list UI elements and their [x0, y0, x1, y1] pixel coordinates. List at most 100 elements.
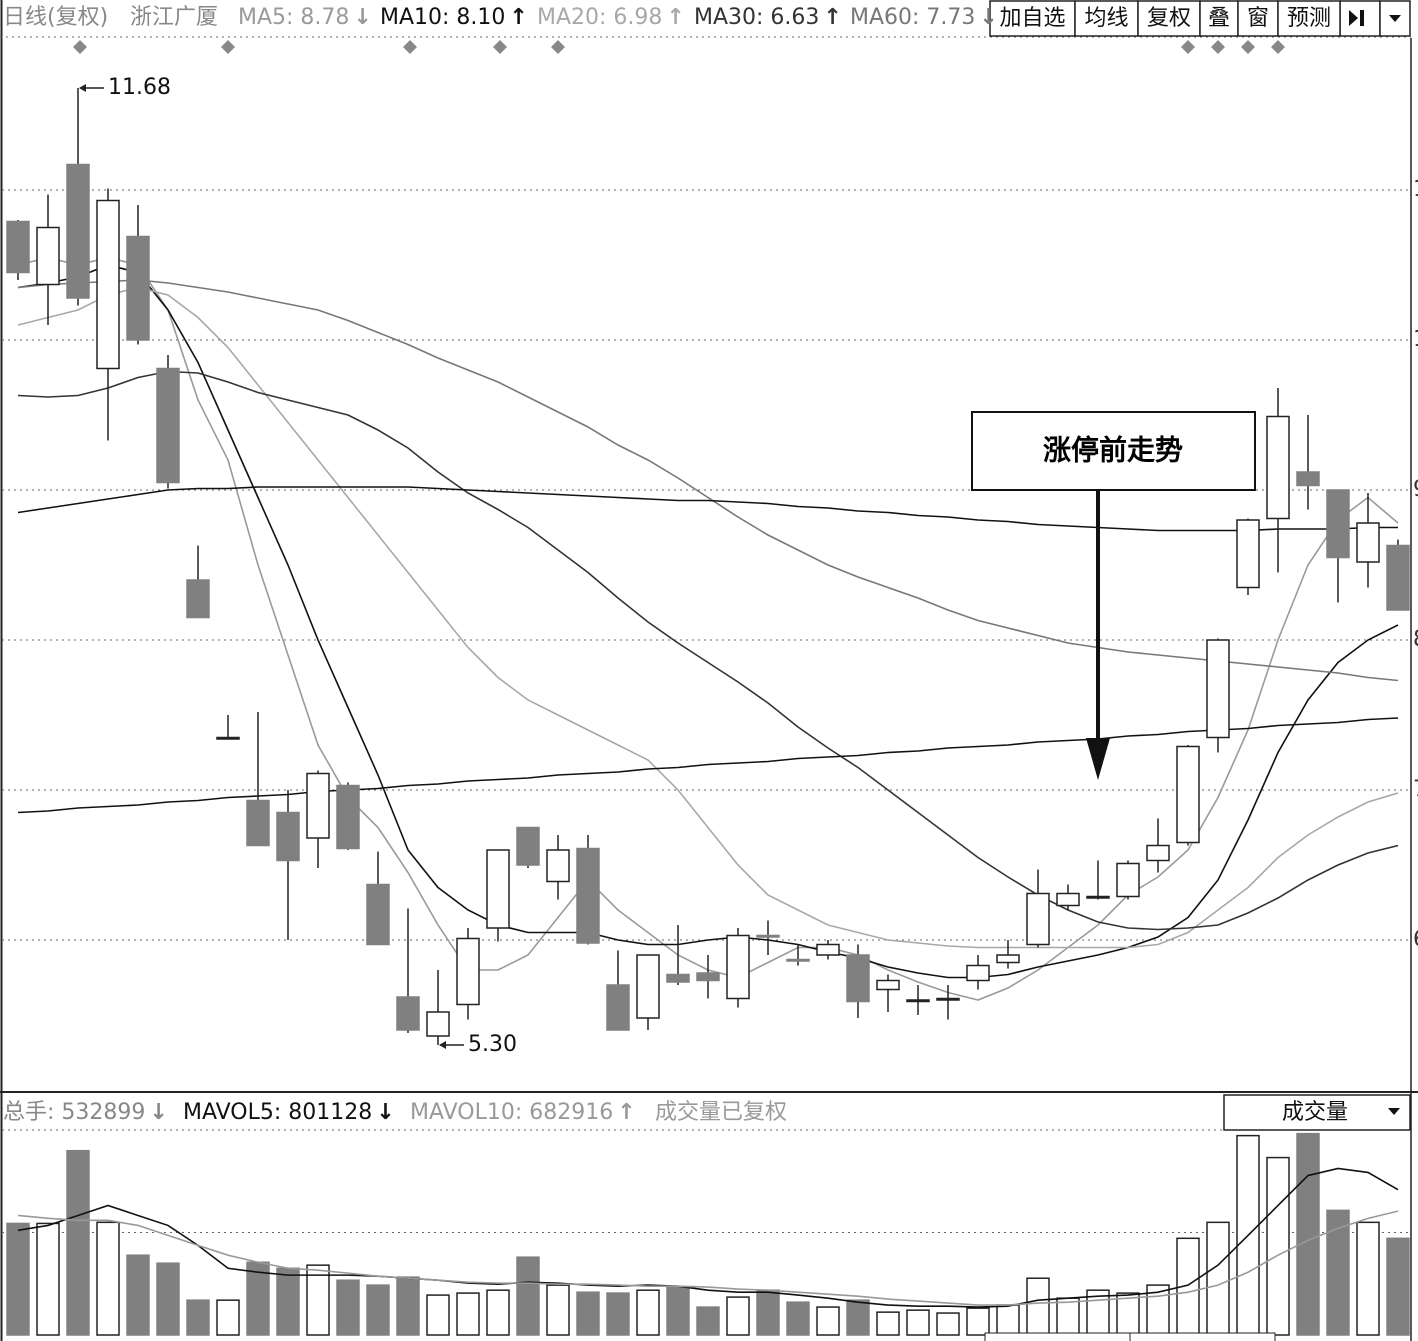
candle-body	[36, 226, 60, 286]
candle-body	[1176, 745, 1200, 844]
candle-body	[906, 999, 930, 1003]
candle-body	[816, 943, 840, 956]
candle-body	[1356, 522, 1380, 563]
candle-body	[426, 1011, 450, 1037]
annotation-box: 涨停前走势	[971, 411, 1256, 780]
selector-frame[interactable]	[1223, 1094, 1411, 1131]
volume-bar	[1026, 1277, 1050, 1336]
high-label-pointer-head	[79, 84, 86, 92]
volume-bar	[546, 1284, 570, 1336]
volume-bar	[816, 1306, 840, 1336]
candle-body	[1206, 639, 1230, 739]
period-label: 日线(复权)	[3, 5, 108, 30]
indicator-arrow: ↓	[353, 5, 371, 30]
indicator-arrow: ↑	[666, 5, 684, 30]
volume-note: 成交量已复权	[655, 1100, 787, 1125]
volume-bar	[876, 1311, 900, 1336]
annotation-frame	[971, 411, 1256, 491]
indicator-label: 总手: 532899	[3, 1100, 145, 1125]
toolbar-button[interactable]	[1199, 0, 1239, 37]
candle-body	[726, 934, 750, 1000]
indicator-arrow: ↑	[617, 1100, 635, 1125]
toolbar-button[interactable]	[1137, 0, 1201, 37]
volume-bar	[66, 1149, 90, 1336]
candle-body	[1086, 895, 1110, 899]
candle-body	[756, 934, 780, 938]
volume-bar	[156, 1262, 180, 1336]
indicator-label: MA10: 8.10	[380, 5, 505, 30]
candle-body	[786, 958, 810, 962]
candle-body	[306, 772, 330, 839]
candle-body	[366, 883, 390, 946]
y-tick-label: 9	[1413, 477, 1418, 502]
indicator-arrow: ↓	[376, 1100, 394, 1125]
volume-bar	[756, 1289, 780, 1336]
volume-bar	[36, 1222, 60, 1336]
selector-text: 成交量	[1282, 1100, 1348, 1125]
toolbar-button[interactable]	[1277, 0, 1341, 37]
y-tick-label: 7	[1413, 777, 1418, 802]
volume-bar	[1296, 1132, 1320, 1336]
volume-bar	[576, 1291, 600, 1336]
ma-line	[17, 1167, 1399, 1308]
volume-bar	[1266, 1156, 1290, 1336]
toolbar-button-label: 叠	[1208, 6, 1230, 31]
y-tick-label: 6	[1413, 927, 1418, 952]
volume-bar	[1386, 1237, 1410, 1336]
indicator-label: MA30: 6.63	[694, 5, 819, 30]
indicator-label: MA5: 8.78	[238, 5, 349, 30]
candle-body	[606, 984, 630, 1031]
volume-bar	[966, 1307, 990, 1336]
stock-name: 浙江广厦	[130, 5, 218, 30]
ma-line	[17, 286, 1399, 949]
candle-body	[846, 954, 870, 1003]
candle-body	[126, 235, 150, 341]
volume-bar	[1056, 1297, 1080, 1336]
candle-body	[576, 847, 600, 944]
volume-bar	[336, 1279, 360, 1336]
candle-body	[936, 997, 960, 1001]
volume-bar	[516, 1256, 540, 1336]
candle-body	[876, 979, 900, 991]
candle-body	[66, 163, 90, 299]
volume-bar	[186, 1299, 210, 1336]
indicator-arrow: ↑	[823, 5, 841, 30]
bottom-tab[interactable]	[1129, 1332, 1276, 1341]
candle-body	[1146, 844, 1170, 862]
menu-icon	[1389, 15, 1401, 22]
candle-body	[276, 811, 300, 862]
volume-bar	[846, 1299, 870, 1336]
ma-line	[17, 264, 1399, 979]
ma-line	[17, 1210, 1399, 1306]
toolbar-button[interactable]	[1074, 0, 1139, 37]
indicator-arrow: ↑	[509, 5, 527, 30]
candle-body	[666, 973, 690, 983]
candle-body	[186, 579, 210, 619]
volume-bar	[486, 1289, 510, 1336]
volume-selector[interactable]: 成交量	[1223, 1094, 1411, 1131]
volume-bar	[6, 1222, 30, 1336]
volume-bar	[1206, 1221, 1230, 1336]
indicator-label: MAVOL10: 682916	[410, 1100, 613, 1125]
toolbar-button-label: 均线	[1084, 6, 1128, 31]
plot: 6 7 8 9 10 11 11.68 5.30	[2, 75, 1418, 1336]
indicator-label: MAVOL5: 801128	[183, 1100, 372, 1125]
candle-body	[1056, 892, 1080, 907]
candle-body	[156, 367, 180, 484]
low-label-pointer-head	[439, 1041, 446, 1049]
ma-line	[17, 370, 1399, 931]
selector-icon	[1388, 1108, 1400, 1115]
y-tick-label: 8	[1413, 627, 1418, 652]
annotation-text: 涨停前走势	[1043, 434, 1183, 467]
candle-body	[696, 972, 720, 982]
y-tick-label: 10	[1413, 327, 1418, 352]
indicator-arrow: ↓	[979, 5, 997, 30]
ma-line	[17, 717, 1399, 814]
bottom-tab[interactable]	[984, 1332, 1131, 1341]
volume-bar	[276, 1267, 300, 1336]
candle-body	[1266, 415, 1290, 520]
volume-bar	[606, 1292, 630, 1336]
indicator-arrow: ↓	[149, 1100, 167, 1125]
candle-body	[336, 784, 360, 850]
